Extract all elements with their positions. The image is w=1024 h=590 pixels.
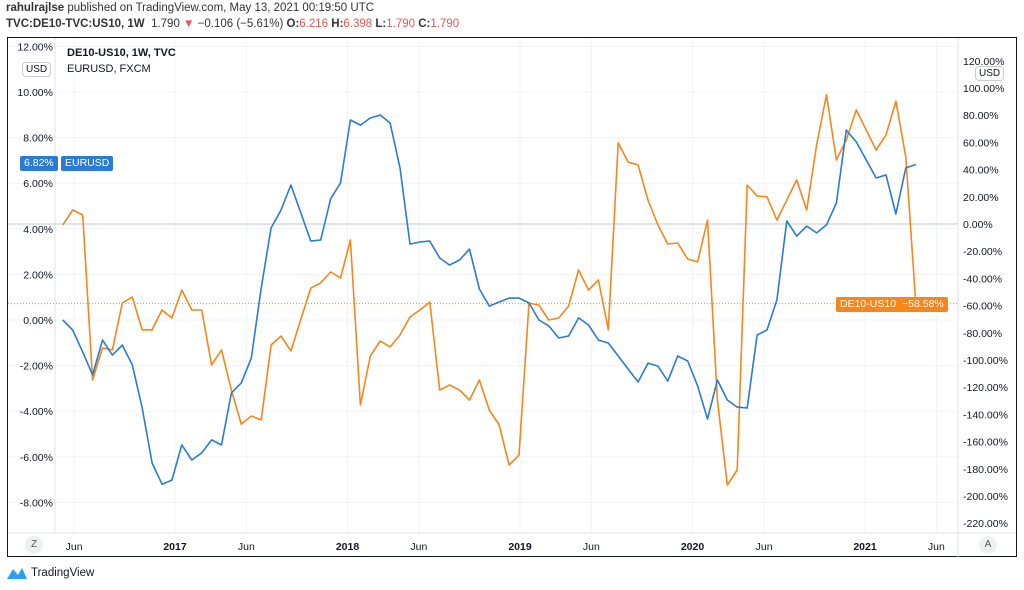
right-axis-tick: 80.00% <box>963 110 999 122</box>
x-axis-tick: 2019 <box>508 541 532 553</box>
x-axis-tick: Jun <box>410 541 427 553</box>
left-axis-tick: 2.00% <box>23 269 53 281</box>
high-label: H: <box>331 18 344 30</box>
zoom-button[interactable]: Z <box>25 536 43 554</box>
right-axis-tick: -120.00% <box>963 382 1008 394</box>
legend-main[interactable]: DE10-US10, 1W, TVC <box>67 47 176 59</box>
right-axis-tick: -140.00% <box>963 409 1008 421</box>
x-axis-tick: Jun <box>756 541 773 553</box>
high-value: 6.398 <box>343 18 373 30</box>
de10us10-line <box>62 94 917 486</box>
close-value: 1.790 <box>430 18 460 30</box>
last-price: 1.790 <box>151 18 180 30</box>
chart-frame[interactable] <box>7 37 1017 557</box>
left-axis-tick: 8.00% <box>23 133 53 145</box>
auto-scale-button[interactable]: A <box>979 536 997 554</box>
low-value: 1.790 <box>386 18 416 30</box>
tradingview-logo[interactable]: TradingView <box>6 566 94 580</box>
legend: DE10-US10, 1W, TVC EURUSD, FXCM <box>67 45 176 77</box>
currency-right[interactable]: USD <box>975 66 1005 81</box>
tradingview-logo-icon <box>7 568 27 579</box>
right-axis-tick: -20.00% <box>963 246 1002 258</box>
legend-compare[interactable]: EURUSD, FXCM <box>67 63 151 75</box>
published-text: published on TradingView.com, May 13, 20… <box>67 2 375 14</box>
eurusd-line <box>62 114 917 486</box>
publish-info: rahulrajlse published on TradingView.com… <box>6 2 374 14</box>
branding-text: TradingView <box>31 567 95 579</box>
left-axis-tick: -4.00% <box>20 406 53 418</box>
left-axis-tick: 6.00% <box>23 178 53 190</box>
change: −0.106 (−5.61%) <box>197 18 284 30</box>
currency-left[interactable]: USD <box>22 62 52 77</box>
author[interactable]: rahulrajlse <box>6 2 65 14</box>
right-axis-tick: -80.00% <box>963 328 1002 340</box>
right-axis-tick: -40.00% <box>963 273 1002 285</box>
close-label: C: <box>418 18 431 30</box>
right-axis-tick: 40.00% <box>963 165 999 177</box>
right-axis-tick: -100.00% <box>963 355 1008 367</box>
right-axis-tick: -180.00% <box>963 464 1008 476</box>
x-axis-tick: Jun <box>928 541 945 553</box>
x-axis-tick: 2021 <box>853 541 877 553</box>
down-arrow-icon: ▼ <box>183 18 195 30</box>
eurusd-name-tag: EURUSD <box>61 156 114 171</box>
open-label: O: <box>286 18 300 30</box>
symbol: TVC:DE10-TVC:US10, 1W <box>6 18 145 30</box>
right-axis-tick: 100.00% <box>963 83 1004 95</box>
right-axis-tick: -200.00% <box>963 491 1008 503</box>
right-axis-tick: -60.00% <box>963 301 1002 313</box>
left-axis-tick: 0.00% <box>23 315 53 327</box>
x-axis-tick: Jun <box>238 541 255 553</box>
eurusd-price-tag: 6.82% <box>20 156 58 171</box>
left-axis-tick: 12.00% <box>17 41 53 53</box>
low-label: L: <box>375 18 387 30</box>
x-axis-tick: Jun <box>66 541 83 553</box>
x-axis-tick: 2018 <box>336 541 360 553</box>
left-axis-tick: 4.00% <box>23 224 53 236</box>
left-axis-tick: 10.00% <box>17 87 53 99</box>
right-axis-tick: 20.00% <box>963 192 999 204</box>
x-axis-tick: 2017 <box>163 541 187 553</box>
x-axis-tick: Jun <box>583 541 600 553</box>
x-axis-tick: 2020 <box>681 541 705 553</box>
right-axis-tick: 60.00% <box>963 137 999 149</box>
right-axis-tick: 0.00% <box>963 219 993 231</box>
de10us10-name-tag: DE10-US10 <box>836 297 901 312</box>
left-axis-tick: -8.00% <box>20 497 53 509</box>
left-axis-tick: -2.00% <box>20 361 53 373</box>
right-axis-tick: 120.00% <box>963 56 1004 68</box>
de10us10-price-tag: −58.58% <box>898 297 948 312</box>
symbol-info: TVC:DE10-TVC:US10, 1W 1.790 ▼ −0.106 (−5… <box>6 18 459 30</box>
right-axis-tick: -160.00% <box>963 437 1008 449</box>
open-value: 6.216 <box>299 18 329 30</box>
right-axis-tick: -220.00% <box>963 518 1008 530</box>
left-axis-tick: -6.00% <box>20 452 53 464</box>
